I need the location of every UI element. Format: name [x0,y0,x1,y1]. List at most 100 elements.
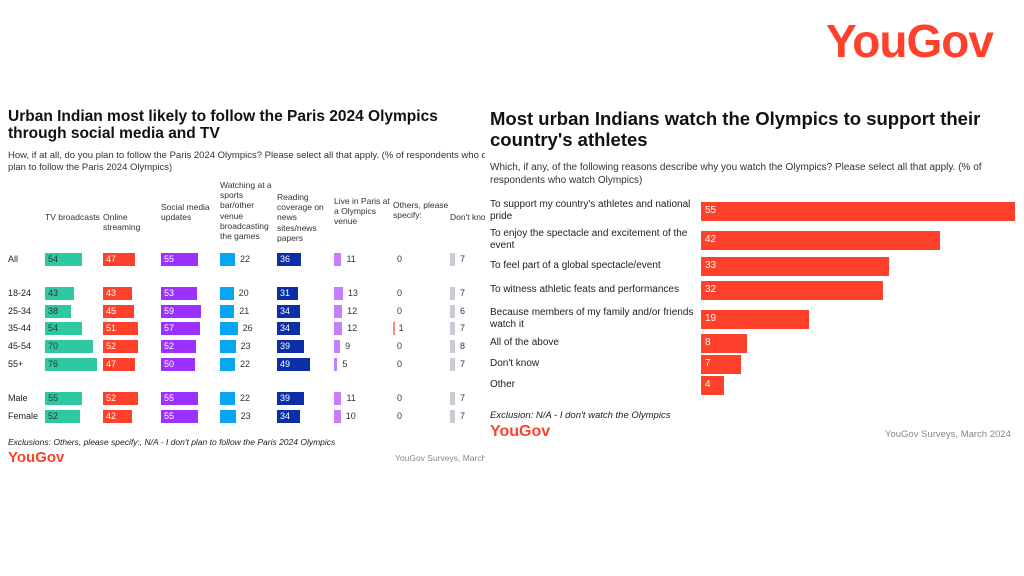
value-label: 36 [280,254,291,264]
value-label: 34 [280,323,291,333]
column-header: Reading coverage on news sites/news pape… [277,192,324,243]
column-header: TV broadcasts [45,212,100,222]
value-label: 0 [397,341,403,351]
bar [45,358,97,371]
bar [103,253,135,266]
row-label: 25-34 [8,306,32,316]
bar [277,253,302,266]
value-label: 21 [239,306,250,316]
bar: 33 [701,257,890,276]
bar [450,392,455,405]
value-label: 38 [48,306,59,316]
yougov-logo: YouGov [826,15,994,67]
value-label: 7 [460,411,466,421]
right-yougov-logo: YouGov [490,423,551,440]
value-label: 7 [460,288,466,298]
bar: 55 [701,202,1015,221]
value-label: 39 [280,393,291,403]
bar [220,392,235,405]
category-label: To enjoy the spectacle and excitement of… [490,228,688,251]
value-label: 34 [280,306,291,316]
bar [334,322,343,335]
value-label: 57 [164,323,175,333]
bar [450,287,455,300]
value-label: 7 [460,254,466,264]
value-label: 12 [347,306,358,316]
category-label: To support my country's athletes and nat… [490,199,691,222]
value-label: 5 [342,359,348,369]
value-label: 13 [347,288,358,298]
value-label: 4 [705,379,711,390]
bar [161,287,198,300]
value-label: 53 [164,288,175,298]
bar [277,287,299,300]
bar [334,410,341,423]
value-label: 55 [48,393,59,403]
bar [450,253,455,266]
left-source: YouGov Surveys, March [395,453,485,463]
value-label: 23 [240,411,251,421]
value-label: 49 [280,359,291,369]
bar [220,253,235,266]
bar [45,305,71,318]
category-label: To feel part of a global spectacle/event [490,260,661,271]
right-chart-title: Most urban Indians watch the Olympics to… [490,108,981,150]
right-chart-panel: Most urban Indians watch the Olympics to… [485,0,1024,576]
value-label: 26 [242,323,253,333]
column-header: Social media updates [161,202,210,223]
left-footnote: Exclusions: Others, please specify:, N/A… [8,437,336,447]
bar [450,358,455,371]
bar [161,322,200,335]
value-label: 23 [240,341,251,351]
column-header: Live in Paris at a Olympics venue [334,196,390,227]
value-label: 22 [239,254,250,264]
bar [161,392,199,405]
value-label: 32 [705,284,717,295]
value-label: 52 [48,411,59,421]
bar [161,358,195,371]
value-label: 0 [397,393,403,403]
bar [334,253,342,266]
bar [334,287,343,300]
value-label: 7 [460,323,466,333]
bar [277,305,301,318]
value-label: 55 [164,393,175,403]
bar [45,392,83,405]
bar [103,340,139,353]
value-label: 42 [705,234,717,245]
bar [45,410,81,423]
column-header: Online streaming [103,212,141,233]
bar [220,322,238,335]
bar [220,287,234,300]
row-label: 35-44 [8,323,32,333]
value-label: 52 [106,393,117,403]
left-chart-subtitle: How, if at all, do you plan to follow th… [8,150,485,174]
bar [161,410,199,423]
value-label: 22 [239,359,250,369]
column-header: Don't know [450,212,485,222]
bar [103,305,134,318]
bar [450,410,455,423]
value-label: 50 [164,359,175,369]
value-label: 59 [164,306,175,316]
value-label: 45 [106,306,117,316]
value-label: 55 [164,254,175,264]
right-source: YouGov Surveys, March 2024 [885,429,1011,440]
bar [45,287,75,300]
bar [334,358,338,371]
value-label: 54 [48,254,59,264]
bar [161,305,202,318]
category-label: Other [490,379,516,390]
value-label: 10 [345,411,356,421]
value-label: 7 [460,359,466,369]
value-label: 33 [705,260,717,271]
value-label: 9 [345,341,351,351]
value-label: 0 [397,359,403,369]
value-label: 47 [106,359,117,369]
category-label: Don't know [490,358,540,369]
bar [45,340,93,353]
value-label: 31 [280,288,291,298]
bar [161,253,199,266]
bar [277,410,301,423]
value-label: 0 [397,288,403,298]
